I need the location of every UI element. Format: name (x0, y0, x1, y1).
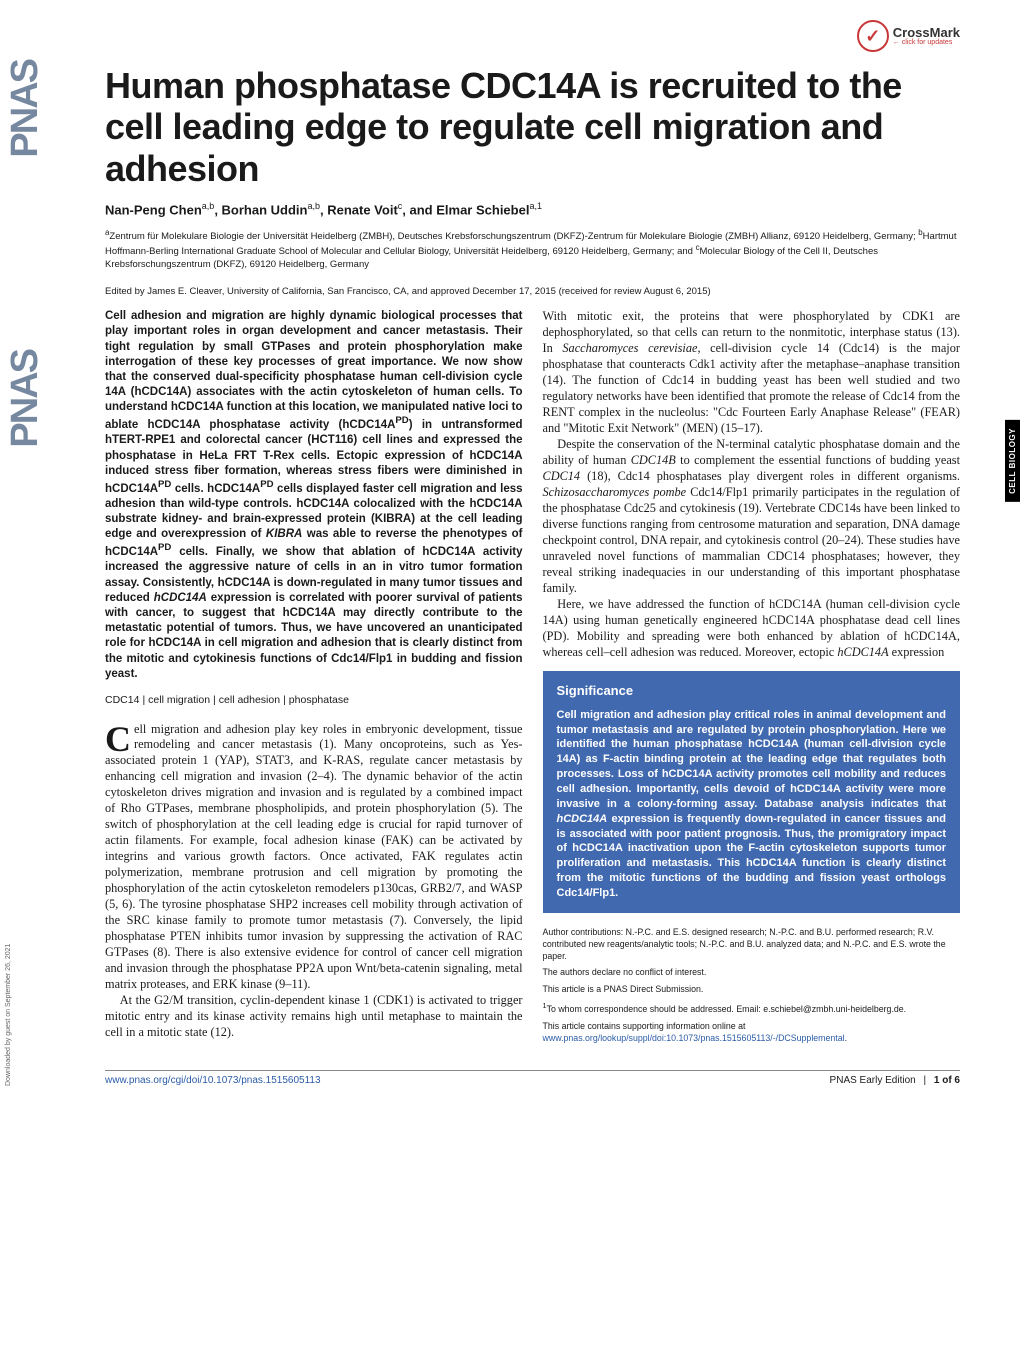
keyword: CDC14 (105, 694, 139, 706)
keywords-line: CDC14|cell migration|cell adhesion|phosp… (105, 694, 523, 708)
authors-line: Nan-Peng Chena,b, Borhan Uddina,b, Renat… (105, 201, 960, 217)
body-para: With mitotic exit, the proteins that wer… (543, 309, 961, 437)
supporting-info: This article contains supporting informa… (543, 1021, 961, 1045)
affiliations: aZentrum für Molekulare Biologie der Uni… (105, 228, 960, 273)
keyword: cell migration (148, 694, 210, 706)
dropcap: C (105, 722, 134, 753)
body-text: Cell migration and adhesion play key rol… (105, 722, 523, 1042)
footer-right: PNAS Early Edition | 1 of 6 (830, 1075, 960, 1086)
conflict-statement: The authors declare no conflict of inter… (543, 967, 961, 979)
doi-link[interactable]: www.pnas.org/cgi/doi/10.1073/pnas.151560… (105, 1075, 321, 1086)
body-para: Here, we have addressed the function of … (543, 597, 961, 661)
pnas-logo-vertical: PNAS (4, 60, 47, 158)
crossmark-label: CrossMark (893, 26, 960, 39)
abstract: Cell adhesion and migration are highly d… (105, 309, 523, 682)
crossmark-sub: ← click for updates (893, 39, 960, 46)
page-footer: www.pnas.org/cgi/doi/10.1073/pnas.151560… (105, 1070, 960, 1086)
significance-box: Significance Cell migration and adhesion… (543, 671, 961, 913)
category-badge: CELL BIOLOGY (1005, 420, 1020, 502)
left-column: Cell adhesion and migration are highly d… (105, 309, 523, 1049)
body-text: With mitotic exit, the proteins that wer… (543, 309, 961, 661)
edited-by-line: Edited by James E. Cleaver, University o… (105, 286, 960, 297)
body-para: Despite the conservation of the N-termin… (543, 437, 961, 597)
supp-link[interactable]: www.pnas.org/lookup/suppl/doi:10.1073/pn… (543, 1033, 845, 1043)
significance-text: Cell migration and adhesion play critica… (557, 708, 947, 901)
significance-heading: Significance (557, 683, 947, 700)
keyword: cell adhesion (219, 694, 280, 706)
pnas-logo-vertical: PNAS (4, 350, 47, 448)
author-contributions: Author contributions: N.-P.C. and E.S. d… (543, 927, 961, 963)
crossmark-icon: ✓ (857, 20, 889, 52)
crossmark-badge[interactable]: ✓ CrossMark ← click for updates (857, 20, 960, 52)
footnotes: Author contributions: N.-P.C. and E.S. d… (543, 927, 961, 1045)
article-title: Human phosphatase CDC14A is recruited to… (105, 65, 960, 189)
page-number: 1 of 6 (934, 1075, 960, 1086)
download-note: Downloaded by guest on September 26, 202… (5, 943, 12, 1085)
body-para: ell migration and adhesion play key role… (105, 722, 523, 992)
keyword: phosphatase (289, 694, 349, 706)
correspondence: 1To whom correspondence should be addres… (543, 1001, 961, 1016)
left-margin: PNAS PNAS Downloaded by guest on Septemb… (0, 0, 35, 1116)
right-column: With mitotic exit, the proteins that wer… (543, 309, 961, 1049)
two-column-layout: Cell adhesion and migration are highly d… (105, 309, 960, 1049)
body-para: At the G2/M transition, cyclin-dependent… (105, 993, 523, 1041)
crossmark-text: CrossMark ← click for updates (893, 26, 960, 46)
direct-submission: This article is a PNAS Direct Submission… (543, 984, 961, 996)
